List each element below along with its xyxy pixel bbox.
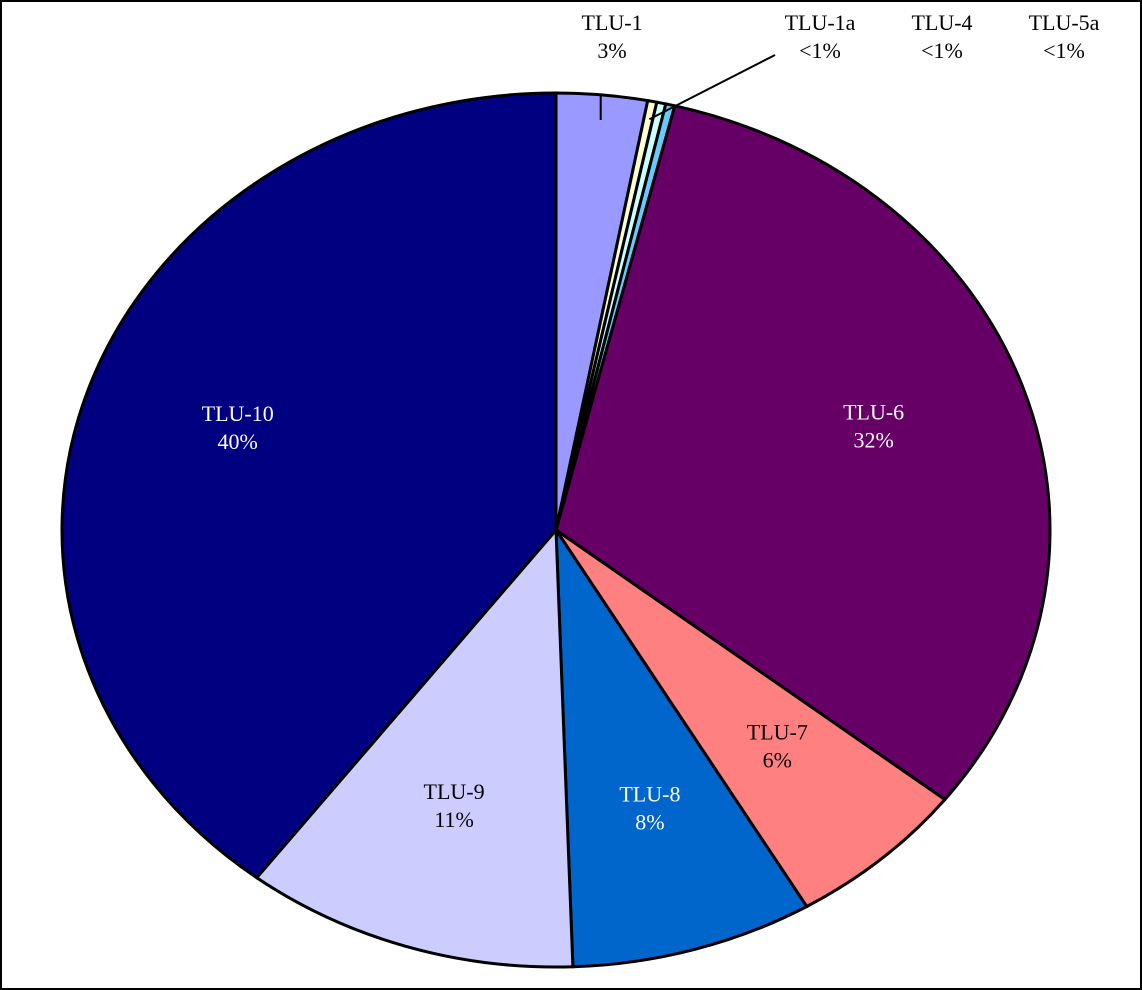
slice-label: TLU-8 8%	[619, 781, 680, 834]
slice-value: 40%	[218, 429, 258, 454]
slice-name: TLU-10	[202, 401, 274, 426]
slice-label: TLU-1 3%	[582, 10, 643, 63]
pie-slice	[554, 524, 809, 969]
pie-slice	[554, 104, 1052, 802]
slice-label: TLU-7 6%	[747, 720, 808, 773]
slice-value: 32%	[853, 427, 893, 452]
slice-value: 8%	[635, 809, 664, 834]
pie-slice	[60, 91, 558, 880]
slice-name: TLU-8	[619, 781, 680, 806]
slice-name: TLU-7	[747, 720, 808, 745]
slice-value: <1%	[1043, 38, 1085, 63]
slice-value: <1%	[799, 38, 841, 63]
slice-label: TLU-5a <1%	[1029, 10, 1100, 63]
slice-name: TLU-1	[582, 10, 643, 35]
slice-label: TLU-4 <1%	[911, 10, 972, 63]
slice-name: TLU-4	[911, 10, 972, 35]
slice-label: TLU-10 40%	[202, 401, 274, 454]
slice-name: TLU-6	[843, 399, 904, 424]
slice-label: TLU-6 32%	[843, 399, 904, 452]
slice-label: TLU-1a <1%	[785, 10, 856, 63]
leader-line	[648, 54, 776, 121]
pie-slice	[554, 528, 948, 909]
slice-value: 6%	[763, 748, 792, 773]
slice-name: TLU-5a	[1029, 10, 1100, 35]
slice-name: TLU-9	[424, 779, 485, 804]
slice-value: 11%	[434, 807, 474, 832]
pie-slice	[254, 526, 575, 969]
slice-value: 3%	[597, 38, 626, 63]
slice-name: TLU-1a	[785, 10, 856, 35]
slice-label: TLU-9 11%	[424, 779, 485, 832]
slice-value: <1%	[921, 38, 963, 63]
